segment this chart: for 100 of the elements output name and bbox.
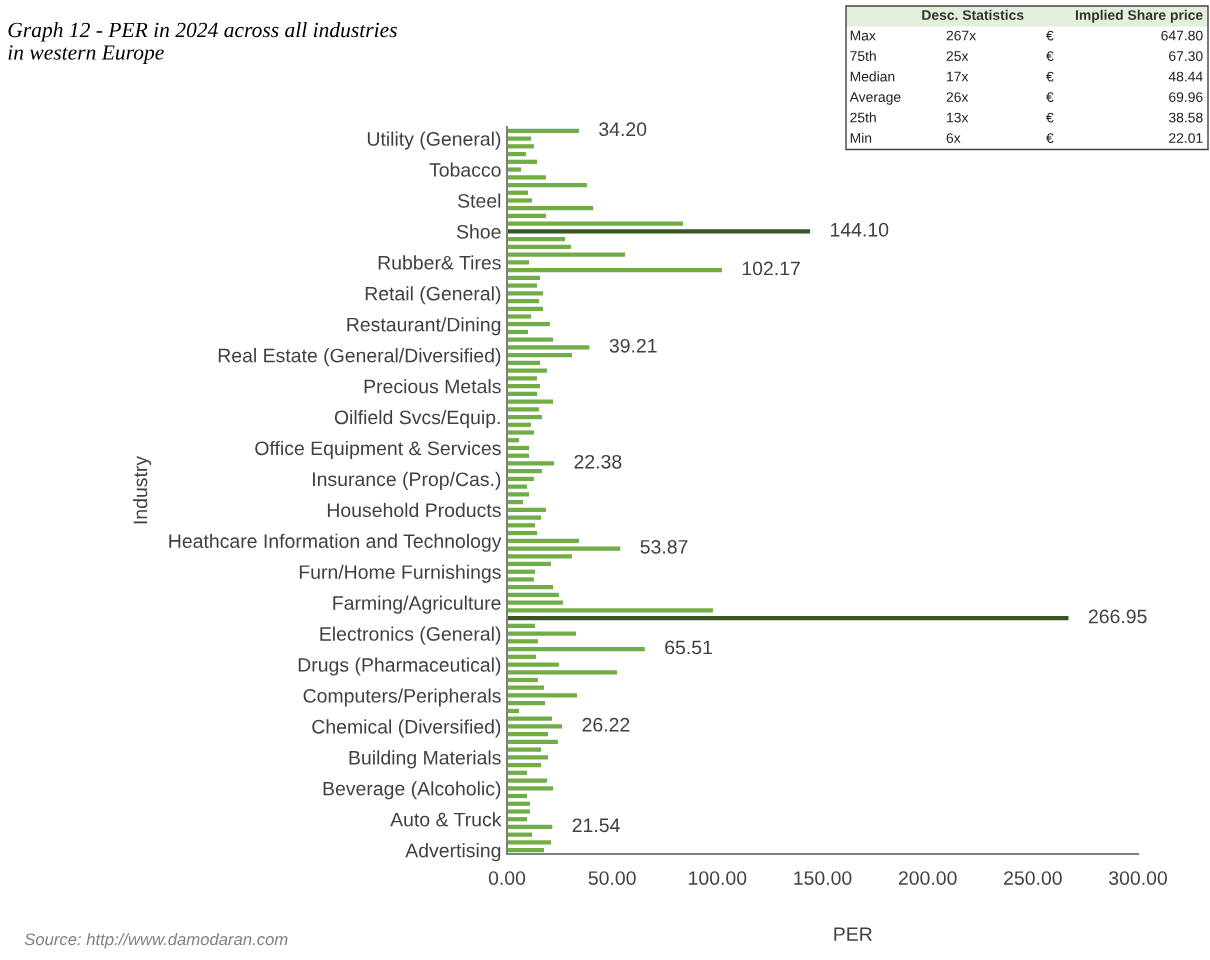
bar [506,701,546,706]
bar [506,221,684,226]
x-tick-label: 200.00 [898,871,957,885]
data-label: 102.17 [742,261,800,276]
bar [506,252,625,257]
bar [506,623,535,628]
text: Desc. Statistics [922,9,1024,20]
text: 647.80 [1161,30,1203,41]
bar [506,608,713,613]
bar [506,198,533,203]
bar [506,391,538,396]
bar [506,662,559,667]
bar [506,182,587,188]
bar [506,554,572,559]
x-tick-label: 250.00 [1004,871,1062,885]
bar [506,175,546,180]
y-tick-label: Oilfield Svcs/Equip. [334,409,500,429]
data-label: 65.51 [665,640,712,655]
bar [506,631,576,636]
bar [506,291,543,296]
bar [506,809,530,814]
x-tick-label: 50.00 [588,871,636,885]
bar [506,144,534,149]
text: € [1046,51,1054,61]
text: Average [849,92,901,105]
bar [506,422,531,427]
bar [506,739,558,744]
bar [506,840,551,845]
bar [506,724,563,729]
bar [506,206,594,211]
bar [506,585,554,590]
bar [506,848,545,853]
bar [506,237,566,242]
bar [506,360,541,366]
bar [506,716,552,721]
data-label: 34.20 [599,122,647,137]
bar [506,670,617,675]
bar [506,507,546,512]
bar [506,577,534,582]
y-tick-label: Precious Metals [364,379,501,394]
bar [506,283,538,288]
bar [506,530,538,536]
y-tick-label: Insurance (Prop/Cas.) [313,471,501,490]
bar [506,546,621,551]
bar [506,786,554,791]
bar [506,778,547,783]
text: 17x [947,71,969,82]
text: € [1046,30,1054,41]
bar [506,190,529,195]
y-tick-label: Electronics (General) [320,626,501,645]
bar [506,492,530,497]
text: 267x [946,30,976,41]
text: 67.30 [1169,51,1203,61]
bar [506,600,563,605]
y-tick-label: Chemical (Diversified) [312,719,501,738]
x-tick-label: 100.00 [689,871,747,885]
bar [506,322,550,327]
bar [506,314,531,319]
x-axis-title: PER [834,927,872,941]
bar [506,693,578,698]
y-tick-label: Drugs (Pharmaceutical) [298,657,501,676]
annotation: 6x [946,133,961,143]
text: Graph 12 - PER in 2024 across all industries in western Europe [8,22,397,65]
bar [506,461,555,466]
bar [506,732,549,737]
x-tick-label: 0.00 [488,871,526,885]
bar [506,523,535,528]
y-tick-label: Utility (General) [367,131,501,150]
y-tick-label: Household Products [327,502,501,518]
bar [506,430,534,435]
text: 48.44 [1168,71,1203,82]
text: 26x [946,92,969,102]
bar [506,399,554,404]
text: 75th [850,50,876,61]
bar [506,538,579,543]
bar [506,136,531,141]
bar [506,639,538,644]
bar [506,213,546,219]
bar [506,469,542,474]
text: 69.96 [1169,92,1203,102]
bar [506,229,811,234]
bar [506,244,571,250]
text: 25x [946,51,969,61]
bar [506,646,645,652]
bar [506,159,538,164]
y-tick-label: Office Equipment & Services [255,440,501,460]
bar [506,128,579,133]
source-note: Source: http://www.damodaran.com [24,932,288,949]
bar [506,407,539,412]
y-tick-label: Retail (General) [365,286,501,305]
bar [506,476,534,482]
bar [506,747,542,752]
bar [506,337,554,342]
bar [506,515,542,520]
text: 13x [947,112,969,123]
y-axis-title: Industry [133,455,152,524]
y-tick-label: Heathcare Information and Technology [169,533,502,552]
bar [506,654,537,659]
bar [506,329,529,335]
bar [506,801,530,806]
